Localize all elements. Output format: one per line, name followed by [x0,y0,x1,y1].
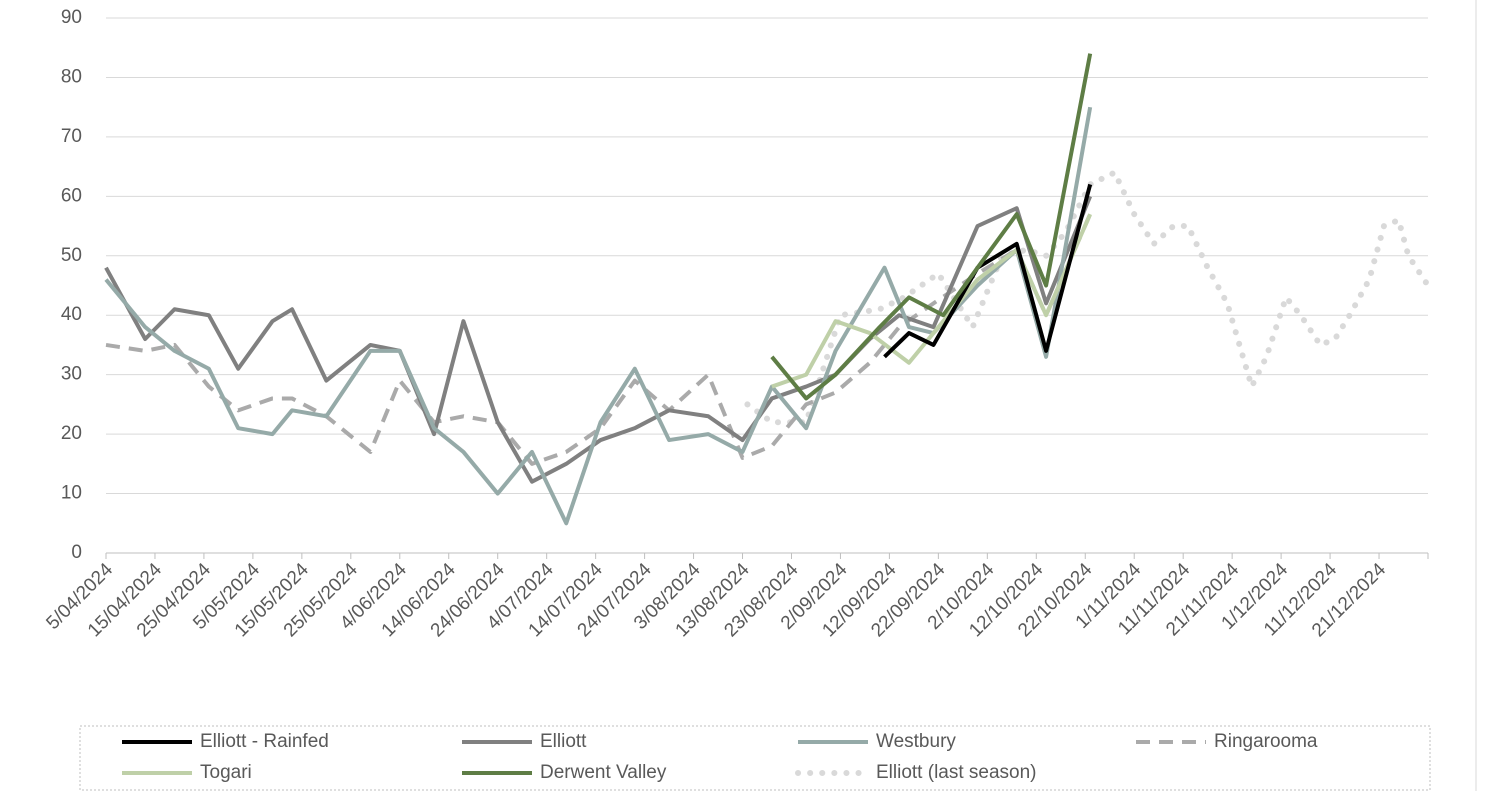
y-tick-label: 70 [61,126,82,147]
legend-label: Derwent Valley [540,762,667,783]
y-tick-label: 80 [61,66,82,87]
y-tick-label: 30 [61,364,82,385]
y-tick-label: 20 [61,423,82,444]
series-line [771,213,1092,389]
y-tick-label: 50 [61,245,82,266]
legend-label: Westbury [876,731,956,752]
series-line [744,169,1431,426]
legend-label: Elliott - Rainfed [200,731,329,752]
y-tick-label: 10 [61,483,82,504]
y-tick-label: 60 [61,185,82,206]
y-tick-label: 40 [61,304,82,325]
legend-label: Togari [200,762,252,783]
legend-label: Ringarooma [1214,731,1318,752]
series-line [770,53,1093,401]
series-line [105,213,1092,466]
legend-label: Elliott [540,731,587,752]
series-line [104,106,1093,526]
y-tick-label: 90 [61,7,82,28]
series-line [104,195,1093,484]
legend-box [79,725,1431,791]
legend-label: Elliott (last season) [876,762,1037,783]
y-tick-label: 0 [71,542,82,563]
